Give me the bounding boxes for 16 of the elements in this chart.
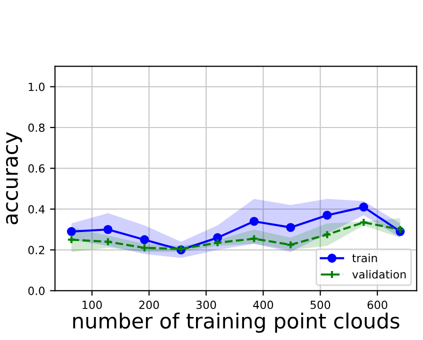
y-tick-label: 0.0	[28, 286, 45, 296]
x-axis-title: number of training point clouds	[73, 312, 400, 333]
y-tick-label: 0.8	[28, 123, 45, 132]
y-tick-label: 0.4	[28, 205, 45, 214]
x-tick-label: 400	[253, 300, 274, 310]
y-tick-label: 0.6	[28, 164, 45, 173]
y-tick-label: 1.0	[28, 82, 45, 92]
legend-label: validation	[352, 270, 406, 279]
x-tick-label: 100	[82, 300, 102, 310]
y-axis-title: accuracy	[6, 132, 22, 224]
x-tick-label: 200	[139, 300, 159, 310]
x-tick-label: 500	[310, 300, 330, 310]
x-tick-label: 300	[196, 300, 216, 310]
y-tick-label: 0.2	[28, 246, 44, 254]
legend-label: train	[352, 254, 377, 262]
x-tick-label: 600	[368, 300, 388, 310]
